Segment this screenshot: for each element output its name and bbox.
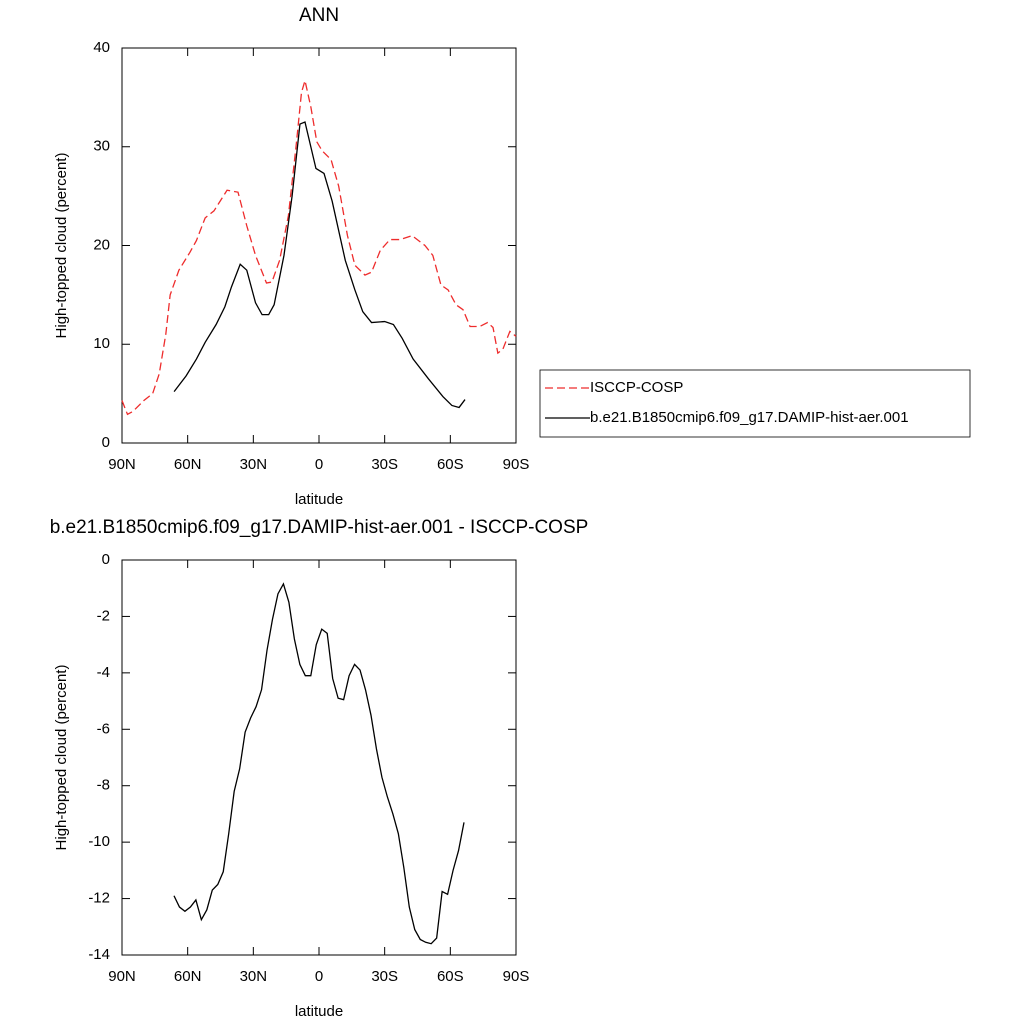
plot-frame [121, 559, 517, 956]
y-tick-label: 10 [93, 335, 110, 352]
y-tick-label: -14 [88, 946, 110, 963]
legend-box [539, 369, 971, 438]
y-axis-label: High-topped cloud (percent) [53, 665, 70, 851]
y-tick-label: 0 [102, 434, 110, 451]
x-tick-label: 0 [315, 456, 323, 473]
y-tick-label: 30 [93, 138, 110, 155]
x-tick-label: 30N [240, 968, 268, 985]
y-tick-label: 0 [102, 551, 110, 568]
plot-frame [121, 47, 517, 444]
y-tick-label: -6 [97, 720, 110, 737]
x-tick-label: 90N [108, 968, 136, 985]
x-axis-label: latitude [295, 1003, 343, 1020]
series-line [121, 80, 517, 416]
series-line [173, 121, 466, 409]
series-line [173, 582, 465, 945]
y-tick-label: 40 [93, 39, 110, 56]
y-tick-label: 20 [93, 236, 110, 253]
y-tick-label: -10 [88, 833, 110, 850]
y-tick-label: -8 [97, 777, 110, 794]
x-axis-label: latitude [295, 491, 343, 508]
x-tick-label: 60N [174, 456, 202, 473]
x-tick-label: 30S [371, 456, 398, 473]
y-tick-label: -12 [88, 890, 110, 907]
x-tick-label: 90N [108, 456, 136, 473]
chart-title: ANN [299, 5, 339, 26]
x-tick-label: 90S [503, 456, 530, 473]
chart-title: b.e21.B1850cmip6.f09_g17.DAMIP-hist-aer.… [50, 517, 589, 538]
y-tick-label: -4 [97, 664, 110, 681]
x-tick-label: 60N [174, 968, 202, 985]
x-tick-label: 0 [315, 968, 323, 985]
x-tick-label: 60S [437, 456, 464, 473]
y-tick-label: -2 [97, 607, 110, 624]
legend-label: ISCCP-COSP [590, 379, 683, 396]
y-axis-label: High-topped cloud (percent) [53, 153, 70, 339]
x-tick-label: 30S [371, 968, 398, 985]
x-tick-label: 90S [503, 968, 530, 985]
legend-label: b.e21.B1850cmip6.f09_g17.DAMIP-hist-aer.… [590, 409, 909, 426]
x-tick-label: 30N [240, 456, 268, 473]
x-tick-label: 60S [437, 968, 464, 985]
